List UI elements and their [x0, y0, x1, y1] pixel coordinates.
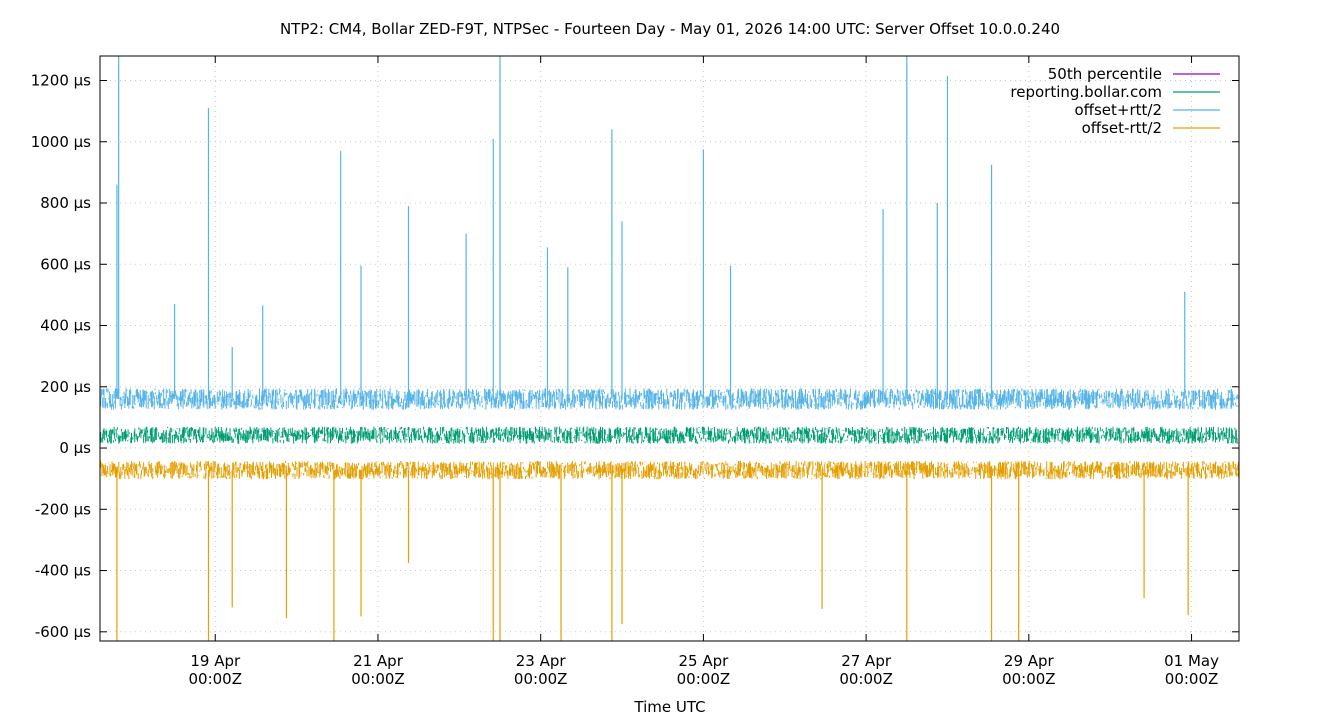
x-tick-sublabel: 00:00Z	[1165, 670, 1219, 688]
y-tick-label: 600 µs	[40, 255, 91, 273]
legend-label: offset+rtt/2	[1074, 101, 1162, 119]
y-tick-label: 1200 µs	[31, 72, 91, 90]
x-tick-sublabel: 00:00Z	[839, 670, 893, 688]
y-tick-label: 1000 µs	[31, 133, 91, 151]
x-tick-sublabel: 00:00Z	[351, 670, 405, 688]
y-tick-label: 0 µs	[59, 439, 91, 457]
x-tick-sublabel: 00:00Z	[188, 670, 242, 688]
y-tick-label: -400 µs	[35, 562, 91, 580]
grid-lines	[100, 56, 1239, 641]
x-tick-label: 25 Apr	[678, 652, 729, 670]
y-axis: 1200 µs 1000 µs 800 µs 600 µs 400 µs 200 µs 0 …	[31, 72, 91, 641]
series-band-3	[99, 460, 1240, 480]
x-tick-sublabel: 00:00Z	[1002, 670, 1056, 688]
x-tick-label: 27 Apr	[841, 652, 892, 670]
y-tick-label: -200 µs	[35, 500, 91, 518]
plot-area	[99, 56, 1240, 641]
x-tick-sublabel: 00:00Z	[514, 670, 568, 688]
x-tick-label: 29 Apr	[1004, 652, 1055, 670]
x-tick-label: 01 May	[1164, 652, 1219, 670]
x-axis-label: Time UTC	[633, 698, 705, 716]
y-tick-label: 200 µs	[40, 378, 91, 396]
y-tick-label: 400 µs	[40, 317, 91, 335]
y-tick-label: -600 µs	[35, 623, 91, 641]
y-tick-label: 800 µs	[40, 194, 91, 212]
x-tick-sublabel: 00:00Z	[677, 670, 731, 688]
x-tick-label: 19 Apr	[190, 652, 241, 670]
legend-label: reporting.bollar.com	[1010, 83, 1162, 101]
chart-legend: 50th percentilereporting.bollar.comoffse…	[1010, 65, 1220, 137]
series-band-1	[99, 426, 1240, 444]
chart-title: NTP2: CM4, Bollar ZED-F9T, NTPSec - Four…	[280, 20, 1060, 38]
plot-frame	[99, 55, 1240, 642]
series-band-2	[100, 388, 1240, 410]
x-tick-label: 21 Apr	[353, 652, 404, 670]
axis-ticks	[100, 56, 1239, 641]
legend-label: offset-rtt/2	[1082, 119, 1162, 137]
legend-label: 50th percentile	[1048, 65, 1162, 83]
x-tick-label: 23 Apr	[516, 652, 567, 670]
